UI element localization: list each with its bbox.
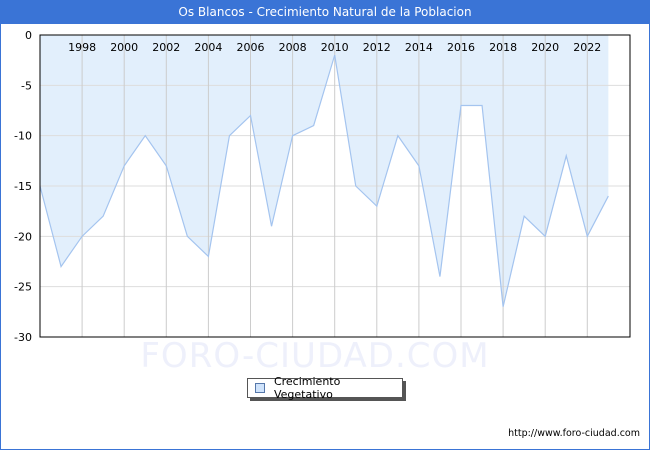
svg-text:2020: 2020 (531, 41, 559, 54)
svg-text:1998: 1998 (68, 41, 96, 54)
svg-text:-10: -10 (14, 130, 32, 143)
svg-text:2014: 2014 (405, 41, 433, 54)
area-fill (40, 35, 609, 307)
chart-title: Os Blancos - Crecimiento Natural de la P… (0, 0, 650, 24)
svg-text:-30: -30 (14, 331, 32, 344)
series-line (39, 54, 609, 307)
svg-text:-25: -25 (14, 281, 32, 294)
svg-text:2000: 2000 (110, 41, 138, 54)
svg-text:-20: -20 (14, 230, 32, 243)
svg-text:2022: 2022 (573, 41, 601, 54)
svg-text:2010: 2010 (321, 41, 349, 54)
svg-text:0: 0 (25, 29, 32, 42)
legend-swatch-icon (255, 383, 265, 393)
svg-text:2004: 2004 (194, 41, 222, 54)
watermark: FORO-CIUDAD.COM (140, 336, 490, 376)
svg-text:2008: 2008 (279, 41, 307, 54)
legend-label: Crecimiento Vegetativo (273, 375, 341, 401)
svg-text:2012: 2012 (363, 41, 391, 54)
chart-legend: Crecimiento Vegetativo (247, 375, 403, 401)
source-url: http://www.foro-ciudad.com (508, 428, 640, 439)
svg-text:2016: 2016 (447, 41, 475, 54)
svg-text:-5: -5 (21, 79, 32, 92)
svg-text:2018: 2018 (489, 41, 517, 54)
svg-text:-15: -15 (14, 180, 32, 193)
svg-text:2002: 2002 (152, 41, 180, 54)
svg-text:2006: 2006 (237, 41, 265, 54)
